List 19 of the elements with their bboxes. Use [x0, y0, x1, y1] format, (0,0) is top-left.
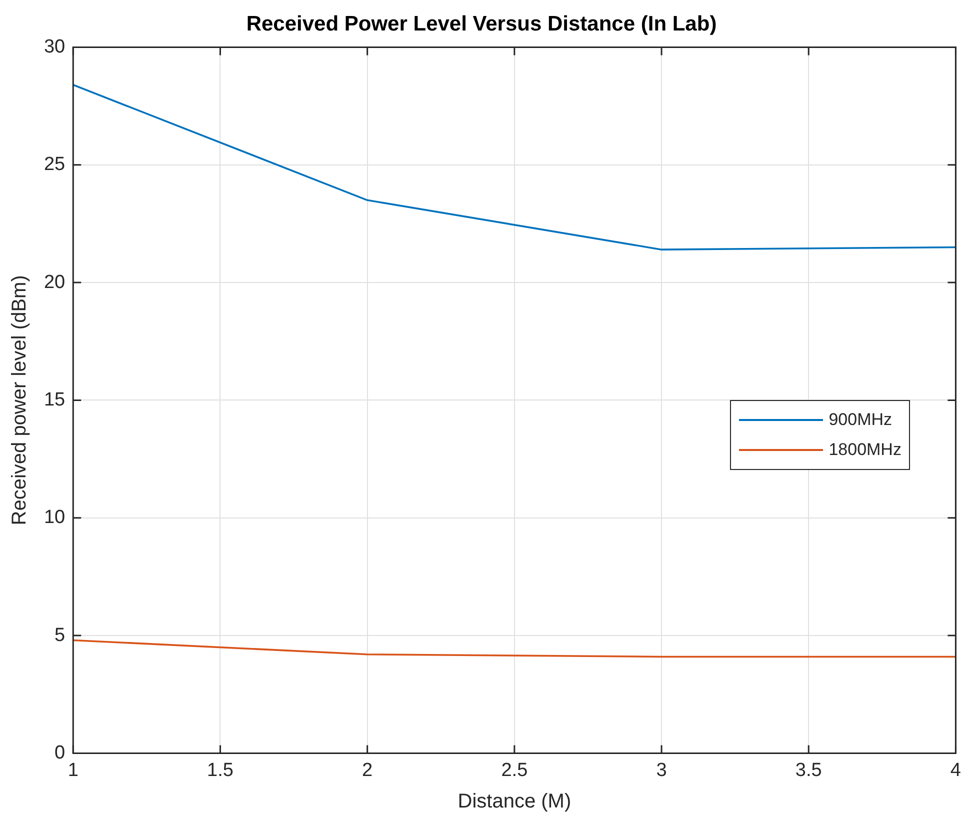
y-tick-label: 5 [54, 624, 66, 646]
legend-label: 1800MHz [828, 440, 902, 460]
chart-title: Received Power Level Versus Distance (In Lab) [246, 12, 717, 36]
y-tick-label: 25 [44, 154, 66, 176]
x-tick-label: 3.5 [795, 760, 822, 781]
y-tick-label: 0 [54, 742, 66, 764]
y-tick-label: 15 [44, 389, 66, 410]
x-axis-title: Distance (M) [458, 790, 572, 813]
y-tick-label: 20 [44, 272, 66, 293]
x-tick-label: 2.5 [501, 760, 528, 781]
x-tick-label: 4 [950, 760, 962, 781]
x-tick-label: 1.5 [207, 760, 234, 781]
x-tick-label: 1 [68, 760, 78, 781]
x-tick-label: 3 [656, 760, 667, 781]
x-tick-label: 2 [362, 760, 373, 781]
y-axis-title: Received power level (dBm) [8, 275, 31, 526]
y-tick-label: 30 [44, 36, 66, 58]
y-tick-label: 10 [44, 507, 66, 528]
legend-label: 900MHz [828, 410, 892, 430]
